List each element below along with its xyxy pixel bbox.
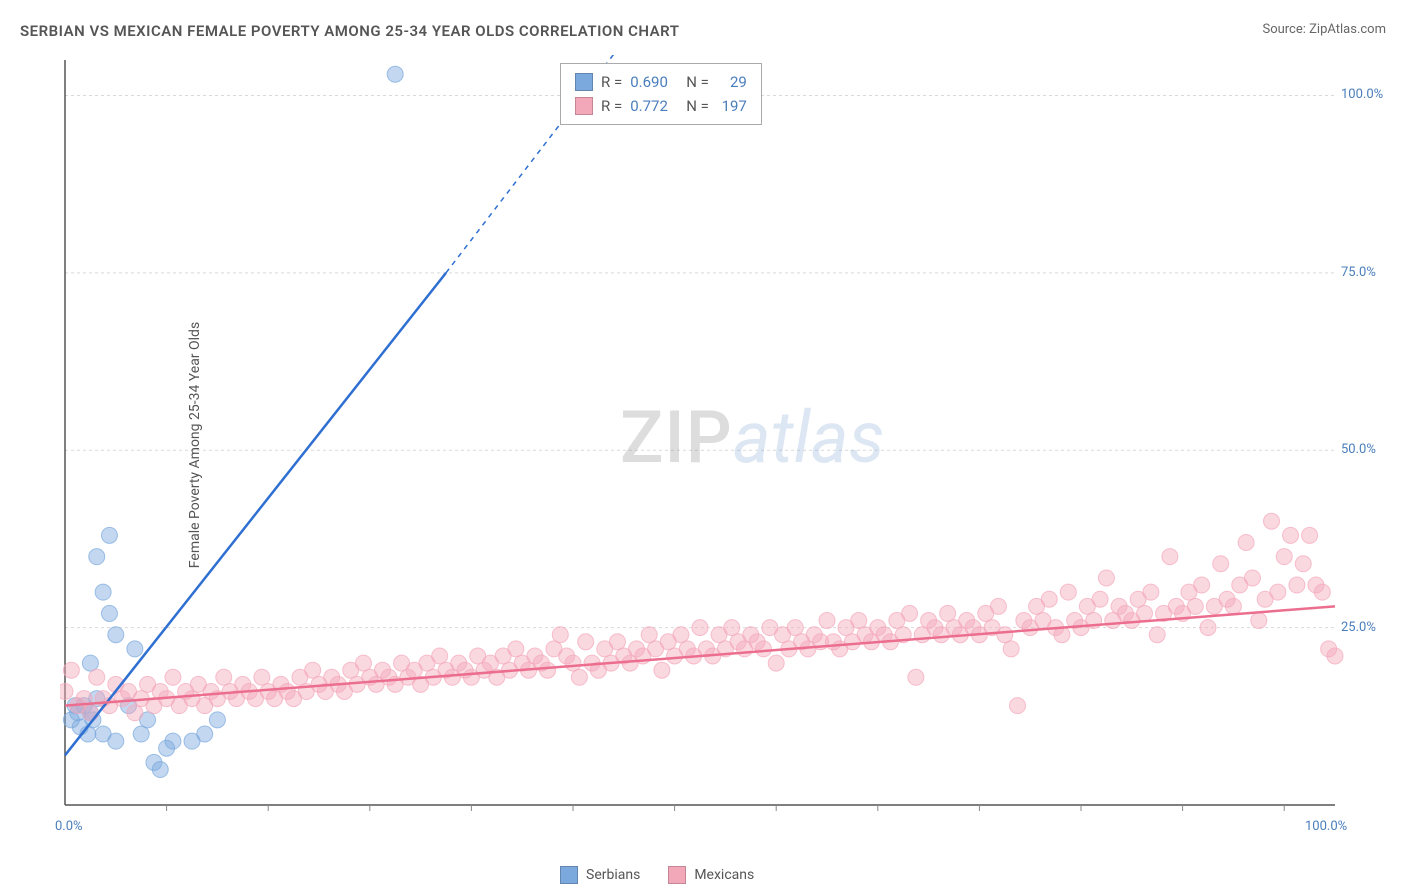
legend-label: Mexicans [694,867,754,883]
legend-item: Mexicans [668,866,754,884]
stats-r-label: R = [601,70,622,94]
chart-title: SERBIAN VS MEXICAN FEMALE POVERTY AMONG … [20,22,679,40]
stats-r-value: 0.690 [630,70,678,94]
stats-n-label: N = [686,94,709,118]
scatter-plot-svg [60,55,1360,835]
stats-row: R = 0.690 N = 29 [575,70,747,94]
legend-swatch [668,866,686,884]
legend: Serbians Mexicans [560,866,754,884]
stats-r-label: R = [601,94,622,118]
stats-row: R = 0.772 N = 197 [575,94,747,118]
tick-label: 75.0% [1341,265,1376,280]
stats-swatch [575,73,593,91]
stats-box: R = 0.690 N = 29 R = 0.772 N = 197 [560,63,762,125]
tick-label: 100.0% [1305,819,1347,834]
tick-label: 50.0% [1341,442,1376,457]
stats-swatch [575,97,593,115]
tick-label: 0.0% [55,819,83,834]
tick-label: 25.0% [1341,620,1376,635]
stats-n-value: 197 [717,94,747,118]
y-axis-label: Female Poverty Among 25-34 Year Olds [187,322,203,568]
plot-area: Female Poverty Among 25-34 Year Olds ZIP… [60,55,1360,835]
stats-n-label: N = [686,70,709,94]
stats-r-value: 0.772 [630,94,678,118]
legend-swatch [560,866,578,884]
tick-label: 100.0% [1341,87,1383,102]
legend-label: Serbians [586,867,640,883]
source-label: Source: ZipAtlas.com [1262,22,1386,37]
stats-n-value: 29 [717,70,747,94]
legend-item: Serbians [560,866,640,884]
